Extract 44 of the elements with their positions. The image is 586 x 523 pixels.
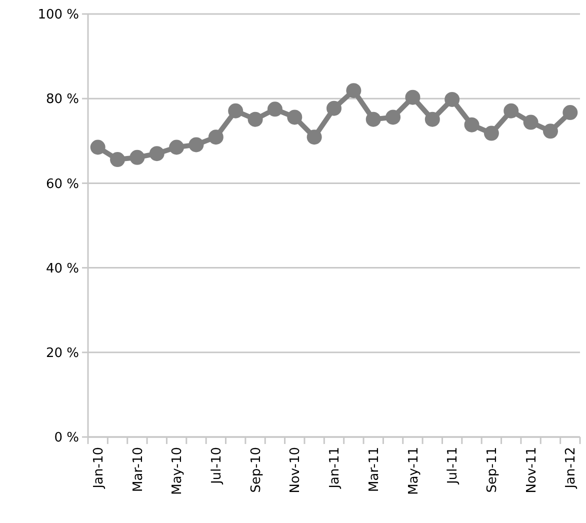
point: [484, 126, 499, 141]
x-tick-label: Mar-11: [366, 447, 382, 492]
y-tick-label: 80 %: [46, 92, 79, 108]
y-tick-label: 0 %: [54, 430, 79, 446]
x-tick-label: Jul-10: [209, 447, 224, 485]
point: [562, 105, 578, 120]
x-tick-label: Jan-10: [91, 447, 106, 490]
y-tick-label: 100 %: [38, 8, 79, 23]
x-tick-label: Nov-10: [288, 447, 304, 494]
x-tick-label: Sep-10: [248, 447, 264, 493]
y-tick-label: 40 %: [46, 261, 79, 276]
point: [386, 110, 401, 125]
x-tick-label: Sep-11: [484, 447, 500, 493]
point: [523, 114, 538, 130]
point: [464, 117, 480, 132]
x-tick-label: Jul-11: [446, 447, 461, 485]
point: [542, 124, 558, 139]
point: [208, 130, 224, 145]
x-tick-label: May-11: [406, 447, 422, 495]
point: [169, 140, 184, 155]
point: [110, 152, 126, 168]
point: [405, 90, 420, 105]
point: [326, 100, 342, 116]
point: [306, 130, 322, 145]
y-tick-label: 20 %: [46, 346, 79, 361]
point: [267, 102, 282, 117]
point: [444, 92, 460, 107]
point: [346, 83, 362, 98]
x-tick-label: Jan-11: [328, 447, 343, 490]
x-tick-label: Mar-10: [130, 447, 146, 492]
x-tick-label: Nov-11: [524, 447, 540, 494]
x-tick-label: Jan-12: [564, 447, 579, 490]
point: [424, 112, 440, 127]
point: [90, 140, 106, 155]
point: [504, 103, 519, 118]
x-tick-label: May-10: [170, 447, 186, 495]
y-tick-label: 60 %: [46, 176, 79, 192]
point: [228, 103, 244, 118]
point: [366, 112, 381, 127]
point: [149, 146, 164, 162]
point: [130, 150, 145, 165]
point: [248, 112, 263, 127]
point: [188, 137, 204, 152]
point: [287, 110, 302, 125]
